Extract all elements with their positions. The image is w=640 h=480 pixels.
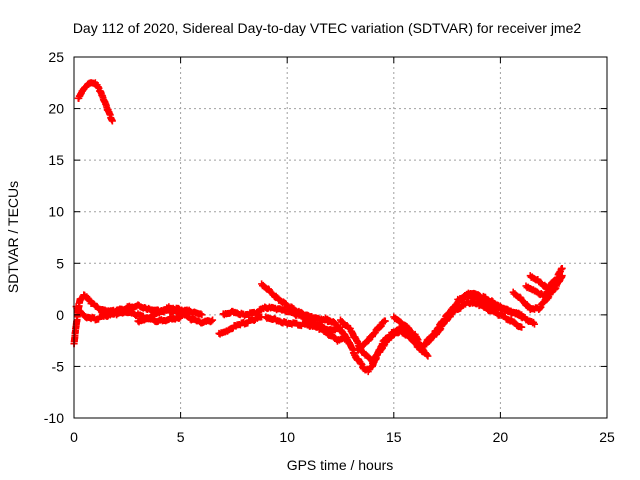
y-tick-label: 15 xyxy=(48,152,64,168)
y-axis-label: SDTVAR / TECUs xyxy=(5,181,21,293)
y-tick-label: 5 xyxy=(56,255,64,271)
series-arc-4 xyxy=(215,313,266,338)
y-tick-label: 20 xyxy=(48,101,64,117)
x-tick-label: 10 xyxy=(279,429,295,445)
series-arc-3 xyxy=(134,306,217,327)
axis-ticks: 0 5 10 15 20 25 -10 -5 0 5 10 15 20 25 xyxy=(44,49,615,445)
data-point xyxy=(518,311,526,319)
series-arc-10 xyxy=(354,317,389,354)
series-arc-early-high xyxy=(74,79,116,125)
data-point xyxy=(208,317,216,325)
x-tick-label: 0 xyxy=(70,429,78,445)
plot-frame xyxy=(73,56,608,419)
series-arc-9 xyxy=(337,316,428,367)
x-tick-label: 5 xyxy=(177,429,185,445)
data-point xyxy=(108,117,116,125)
data-point xyxy=(381,317,389,325)
series-arc-8 xyxy=(322,314,428,376)
chart-title: Day 112 of 2020, Sidereal Day-to-day VTE… xyxy=(73,20,582,36)
data-point xyxy=(176,314,184,322)
x-axis-label: GPS time / hours xyxy=(287,457,394,473)
series-arc-11 xyxy=(390,313,432,360)
data-point xyxy=(424,352,432,360)
data-points xyxy=(70,79,566,376)
y-tick-label: -5 xyxy=(52,358,65,374)
y-tick-label: 10 xyxy=(48,204,64,220)
series-arc-6 xyxy=(258,280,334,326)
data-point xyxy=(209,316,217,324)
series-arc-17 xyxy=(526,264,566,293)
x-tick-label: 15 xyxy=(386,429,402,445)
x-tick-label: 20 xyxy=(493,429,509,445)
y-tick-label: 0 xyxy=(56,307,64,323)
data-point xyxy=(198,311,206,319)
series-arc-14 xyxy=(454,291,526,319)
series-arc-13 xyxy=(422,298,526,348)
grid-lines xyxy=(74,57,607,418)
y-tick-label: 25 xyxy=(48,49,64,65)
data-point xyxy=(518,323,526,331)
data-point xyxy=(558,264,566,272)
x-tick-label: 25 xyxy=(599,429,615,445)
data-point xyxy=(531,320,539,328)
data-point xyxy=(197,310,205,318)
y-tick-label: -10 xyxy=(44,410,64,426)
